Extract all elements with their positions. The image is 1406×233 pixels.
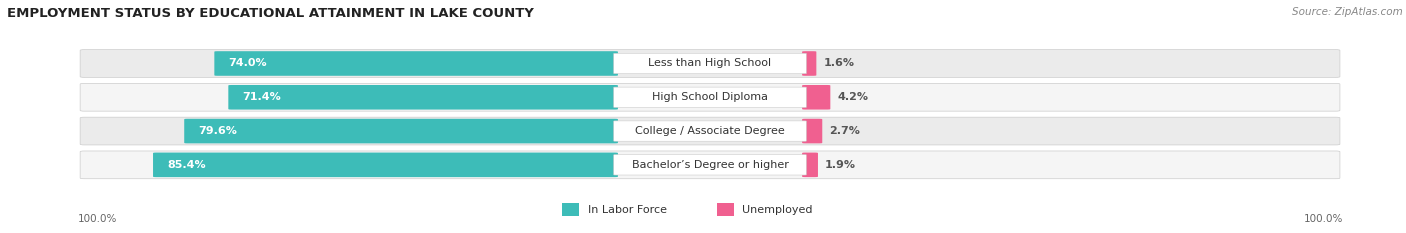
Text: 1.6%: 1.6% (824, 58, 855, 69)
Text: High School Diploma: High School Diploma (652, 92, 768, 102)
Text: Bachelor’s Degree or higher: Bachelor’s Degree or higher (631, 160, 789, 170)
Text: 2.7%: 2.7% (830, 126, 860, 136)
Text: 100.0%: 100.0% (1303, 214, 1343, 224)
Text: 4.2%: 4.2% (838, 92, 869, 102)
Text: EMPLOYMENT STATUS BY EDUCATIONAL ATTAINMENT IN LAKE COUNTY: EMPLOYMENT STATUS BY EDUCATIONAL ATTAINM… (7, 7, 534, 20)
Text: 1.9%: 1.9% (825, 160, 856, 170)
Text: 100.0%: 100.0% (77, 214, 117, 224)
Text: Unemployed: Unemployed (742, 205, 813, 215)
Text: 74.0%: 74.0% (228, 58, 267, 69)
Text: 71.4%: 71.4% (242, 92, 281, 102)
Text: 85.4%: 85.4% (167, 160, 205, 170)
Text: College / Associate Degree: College / Associate Degree (636, 126, 785, 136)
Text: Less than High School: Less than High School (648, 58, 772, 69)
Text: In Labor Force: In Labor Force (588, 205, 666, 215)
Text: 79.6%: 79.6% (198, 126, 238, 136)
Text: Source: ZipAtlas.com: Source: ZipAtlas.com (1292, 7, 1403, 17)
